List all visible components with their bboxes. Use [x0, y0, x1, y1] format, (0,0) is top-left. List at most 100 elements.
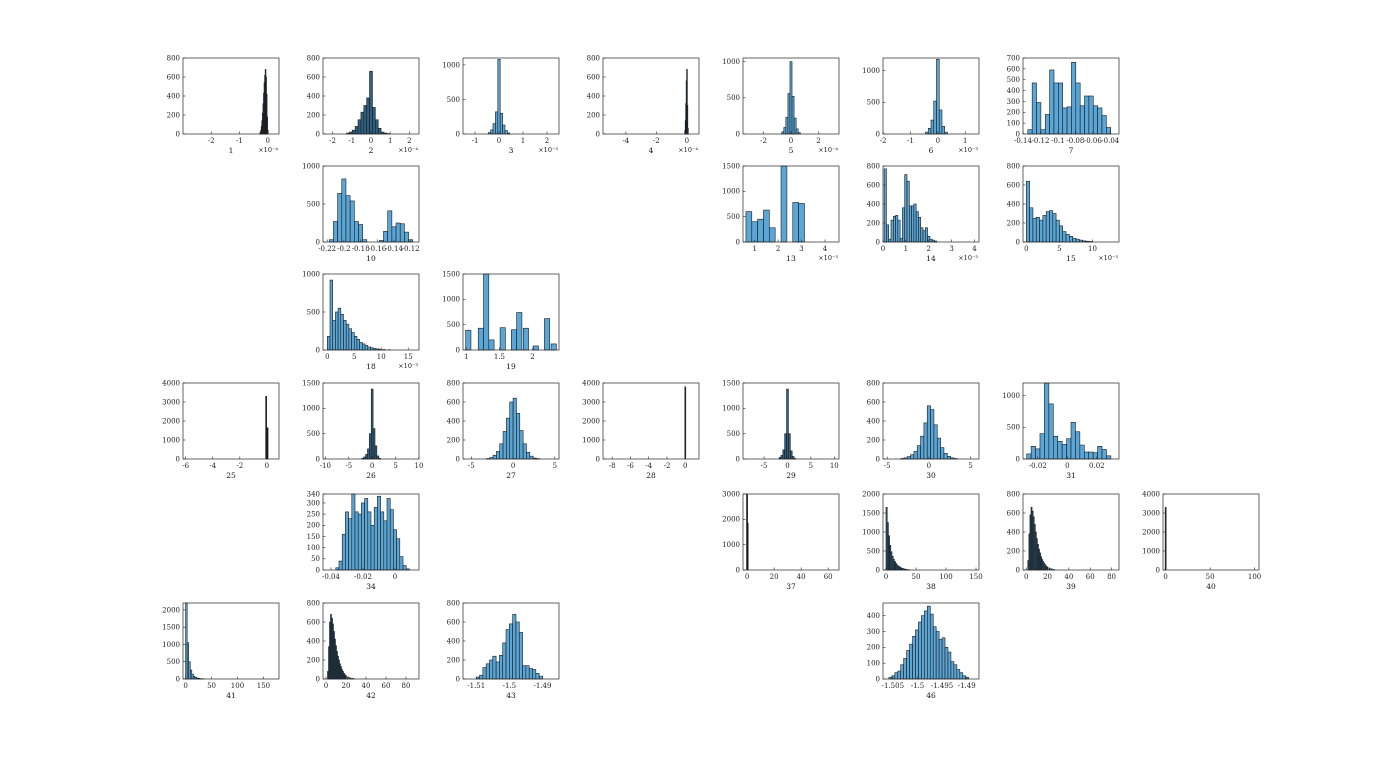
bar-34-19 — [396, 538, 401, 571]
histogram-panel-25: -6 -4 -2 0 0 1000 2000 3000 4000 25 — [162, 379, 280, 480]
bar-34-20 — [399, 556, 404, 571]
x-tick-label: -2 — [653, 137, 660, 145]
x-tick-label: 0 — [789, 137, 793, 145]
x-tick-label: 0 — [370, 462, 374, 470]
y-tick-label: 100 — [307, 544, 320, 552]
bar-15-6 — [1045, 211, 1050, 243]
y-tick-label: 0 — [316, 455, 320, 463]
bar-46-19 — [944, 647, 949, 680]
bar-31-1 — [1030, 446, 1036, 460]
bar-34-4 — [348, 518, 353, 571]
bar-46-23 — [956, 669, 961, 680]
x-tick-label: 1 — [904, 245, 908, 253]
panel-xlabel: 27 — [506, 471, 516, 480]
y-tick-label: 500 — [307, 430, 320, 438]
x-tick-label: 10 — [830, 462, 839, 470]
bar-25-0 — [265, 396, 267, 460]
y-tick-label: 1500 — [722, 162, 740, 170]
bar-18-11 — [356, 339, 360, 351]
x-tick-label: -5 — [761, 462, 768, 470]
y-tick-label: 600 — [447, 618, 460, 626]
x-tick-label: 2 — [926, 245, 930, 253]
bar-2-6 — [363, 105, 367, 135]
bar-18-13 — [362, 343, 366, 351]
x-exponent-label: ×10⁻³ — [538, 146, 558, 154]
bar-43-15 — [525, 665, 530, 680]
x-tick-label: -1.49 — [533, 682, 551, 690]
y-tick-label: 0 — [176, 675, 180, 683]
bar-25-1 — [266, 427, 269, 460]
bar-46-7 — [909, 643, 913, 680]
y-tick-label: 500 — [727, 94, 740, 102]
bar-7-12 — [1079, 105, 1085, 135]
bar-46-21 — [950, 661, 955, 680]
bar-31-17 — [1101, 449, 1107, 460]
bar-14-0 — [883, 168, 887, 243]
bar-43-3 — [485, 663, 490, 680]
bar-10-2 — [337, 193, 343, 243]
bar-7-6 — [1053, 82, 1059, 135]
bar-43-5 — [492, 655, 497, 680]
y-tick-label: 400 — [867, 200, 880, 208]
y-tick-label: 200 — [867, 436, 880, 444]
y-tick-label: 500 — [307, 308, 320, 316]
y-tick-label: 200 — [867, 644, 880, 652]
bar-5-7 — [795, 128, 799, 135]
x-tick-label: 0 — [685, 137, 689, 145]
y-tick-label: 0 — [316, 675, 320, 683]
x-tick-label: 5 — [553, 462, 557, 470]
bar-5-4 — [789, 61, 793, 135]
bar-34-5 — [351, 493, 356, 571]
bar-46-20 — [947, 651, 952, 680]
y-tick-label: 0 — [456, 675, 460, 683]
bar-34-15 — [383, 520, 388, 571]
x-tick-label: -0.14 — [1014, 137, 1032, 145]
axes-box — [322, 382, 420, 460]
bar-2-9 — [372, 107, 376, 135]
bar-27-2 — [492, 454, 497, 460]
y-tick-label: 500 — [1007, 424, 1020, 432]
bar-27-5 — [502, 431, 507, 460]
x-tick-label: 80 — [1107, 573, 1116, 581]
y-tick-label: 400 — [447, 637, 460, 645]
y-tick-label: 400 — [167, 92, 180, 100]
bar-14-16 — [920, 227, 924, 243]
bar-19-6 — [516, 312, 523, 351]
panel-xlabel: 26 — [366, 471, 376, 480]
x-tick-label: -0.02 — [354, 573, 372, 581]
x-tick-label: -0.14 — [385, 245, 403, 253]
bar-27-9 — [516, 413, 521, 460]
y-tick-label: 800 — [167, 54, 180, 62]
y-tick-label: 0 — [876, 455, 880, 463]
x-tick-label: -4 — [622, 137, 629, 145]
x-tick-label: -2 — [760, 137, 767, 145]
bar-14-1 — [886, 224, 890, 243]
y-tick-label: 200 — [307, 111, 320, 119]
bar-30-12 — [940, 447, 945, 460]
y-tick-label: 0 — [736, 238, 740, 246]
panel-xlabel: 39 — [1066, 582, 1076, 591]
panel-xlabel: 43 — [506, 691, 516, 700]
bar-34-2 — [341, 533, 346, 571]
bar-10-13 — [383, 231, 388, 243]
bar-18-3 — [335, 311, 339, 351]
bar-15-11 — [1062, 231, 1067, 243]
bar-27-6 — [506, 417, 511, 460]
x-tick-label: -2 — [329, 137, 336, 145]
panel-xlabel: 46 — [926, 691, 936, 700]
y-tick-label: 0 — [456, 346, 460, 354]
bar-15-13 — [1069, 236, 1073, 243]
y-tick-label: 3000 — [162, 398, 180, 406]
bar-7-1 — [1031, 82, 1037, 135]
bar-34-17 — [389, 509, 394, 571]
panel-xlabel: 5 — [789, 146, 794, 155]
y-tick-label: 400 — [307, 637, 320, 645]
bar-14-13 — [913, 203, 917, 243]
y-tick-label: 100 — [1007, 120, 1020, 128]
axes-box — [462, 273, 560, 351]
bar-37-1 — [746, 522, 749, 571]
x-tick-label: 2 — [530, 353, 534, 361]
bar-6-6 — [941, 126, 946, 135]
bar-43-10 — [509, 623, 513, 680]
